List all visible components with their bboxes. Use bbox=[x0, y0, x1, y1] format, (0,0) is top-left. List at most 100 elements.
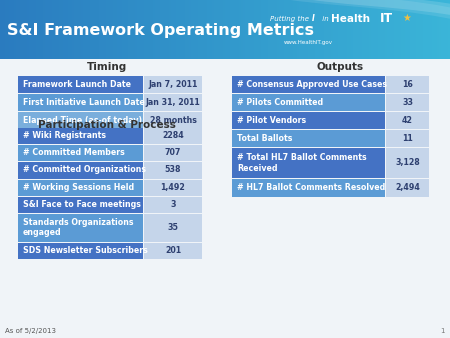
Bar bbox=[227, 0, 230, 59]
Bar bbox=[52, 0, 54, 59]
Bar bbox=[297, 0, 299, 59]
Bar bbox=[386, 130, 429, 147]
Bar bbox=[439, 0, 441, 59]
Text: 2,494: 2,494 bbox=[395, 183, 420, 192]
Bar bbox=[250, 0, 252, 59]
Bar bbox=[360, 0, 362, 59]
Bar bbox=[189, 0, 191, 59]
Bar bbox=[315, 0, 317, 59]
Bar bbox=[18, 163, 143, 178]
Bar bbox=[79, 0, 81, 59]
Bar bbox=[45, 0, 47, 59]
Text: ★: ★ bbox=[403, 13, 411, 23]
Bar bbox=[382, 0, 385, 59]
Bar bbox=[349, 0, 351, 59]
Bar bbox=[94, 0, 97, 59]
Bar bbox=[144, 94, 202, 111]
Bar bbox=[385, 0, 387, 59]
Bar bbox=[243, 0, 245, 59]
Bar bbox=[32, 0, 34, 59]
Bar bbox=[225, 0, 227, 59]
Bar bbox=[160, 0, 162, 59]
Text: Timing: Timing bbox=[87, 62, 127, 72]
Bar bbox=[68, 0, 70, 59]
Text: 28 months: 28 months bbox=[149, 116, 197, 125]
Bar bbox=[144, 197, 202, 213]
Bar bbox=[16, 0, 18, 59]
Bar bbox=[92, 0, 94, 59]
Bar bbox=[320, 0, 322, 59]
Bar bbox=[187, 0, 189, 59]
Bar bbox=[374, 0, 376, 59]
Bar bbox=[232, 0, 234, 59]
Text: in: in bbox=[320, 16, 330, 22]
Text: Framework Launch Date: Framework Launch Date bbox=[23, 80, 131, 89]
Bar bbox=[20, 0, 22, 59]
Bar bbox=[214, 0, 216, 59]
Bar bbox=[423, 0, 425, 59]
Bar bbox=[376, 0, 378, 59]
Text: # Pilots Committed: # Pilots Committed bbox=[237, 98, 323, 107]
Bar bbox=[328, 0, 331, 59]
Bar bbox=[54, 0, 56, 59]
Bar bbox=[416, 0, 418, 59]
Bar bbox=[252, 0, 254, 59]
Bar bbox=[220, 0, 223, 59]
Bar bbox=[110, 0, 112, 59]
Text: 33: 33 bbox=[402, 98, 413, 107]
Text: 201: 201 bbox=[165, 246, 181, 255]
Text: Jan 31, 2011: Jan 31, 2011 bbox=[146, 98, 200, 107]
Bar bbox=[430, 0, 432, 59]
Bar bbox=[4, 0, 7, 59]
Bar bbox=[290, 0, 292, 59]
Bar bbox=[130, 0, 133, 59]
Text: 35: 35 bbox=[167, 223, 179, 232]
Bar bbox=[310, 0, 313, 59]
Bar bbox=[207, 0, 209, 59]
Bar bbox=[135, 0, 137, 59]
Bar bbox=[9, 0, 11, 59]
Text: First Initiative Launch Date: First Initiative Launch Date bbox=[23, 98, 145, 107]
Bar bbox=[144, 112, 202, 129]
Bar bbox=[18, 179, 143, 196]
Bar bbox=[209, 0, 211, 59]
Bar bbox=[386, 112, 429, 129]
Bar bbox=[259, 0, 261, 59]
Bar bbox=[90, 0, 92, 59]
Bar bbox=[380, 0, 382, 59]
Bar bbox=[171, 0, 173, 59]
Text: 16: 16 bbox=[402, 80, 413, 89]
Text: 3,128: 3,128 bbox=[395, 159, 420, 167]
Bar bbox=[254, 0, 256, 59]
Bar bbox=[106, 0, 108, 59]
Text: S&I Framework Operating Metrics: S&I Framework Operating Metrics bbox=[7, 23, 314, 38]
Bar bbox=[232, 112, 385, 129]
Text: # Consensus Approved Use Cases: # Consensus Approved Use Cases bbox=[237, 80, 387, 89]
Bar bbox=[86, 0, 88, 59]
Bar bbox=[47, 0, 50, 59]
Bar bbox=[2, 0, 4, 59]
Bar bbox=[322, 0, 324, 59]
Text: Elapsed Time (as-of today): Elapsed Time (as-of today) bbox=[23, 116, 142, 125]
Bar bbox=[40, 0, 43, 59]
Bar bbox=[274, 0, 277, 59]
Text: 42: 42 bbox=[402, 116, 413, 125]
Bar bbox=[119, 0, 122, 59]
Bar bbox=[180, 0, 182, 59]
Bar bbox=[308, 0, 310, 59]
Bar bbox=[232, 94, 385, 111]
Bar bbox=[115, 0, 117, 59]
Bar bbox=[389, 0, 392, 59]
Bar bbox=[194, 0, 196, 59]
Bar bbox=[263, 0, 266, 59]
Bar bbox=[317, 0, 320, 59]
Bar bbox=[386, 179, 429, 196]
Bar bbox=[38, 0, 40, 59]
Bar bbox=[277, 0, 279, 59]
Bar bbox=[364, 0, 367, 59]
Bar bbox=[178, 0, 180, 59]
Bar bbox=[112, 0, 115, 59]
Bar bbox=[394, 0, 396, 59]
Bar bbox=[144, 243, 202, 259]
Bar bbox=[346, 0, 349, 59]
